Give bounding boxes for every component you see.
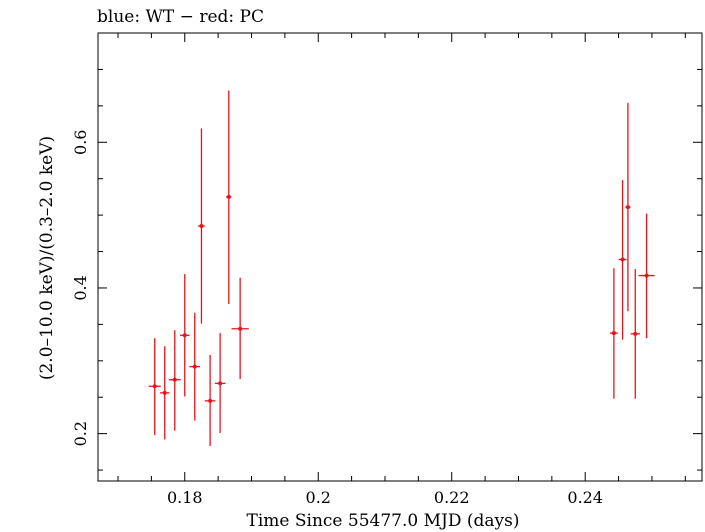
data-point: [214, 333, 226, 433]
point-marker: [644, 273, 649, 278]
y-tick-label: 0.4: [71, 275, 90, 300]
point-marker: [633, 331, 638, 336]
data-point: [630, 269, 640, 399]
x-axis-label: Time Since 55477.0 MJD (days): [247, 511, 520, 531]
plot-frame: [97, 32, 703, 482]
point-marker: [611, 331, 616, 336]
point-marker: [182, 333, 187, 338]
data-point: [204, 354, 216, 447]
x-tick-label: 0.24: [567, 488, 603, 507]
point-marker: [238, 326, 243, 331]
data-point: [625, 102, 631, 312]
data-point: [180, 274, 190, 397]
axis-ticks: 0.18 0.2 0.22 0.24 0.2 0.4 0.6: [71, 33, 702, 507]
point-marker: [172, 377, 177, 382]
point-marker: [152, 384, 157, 389]
data-point: [231, 277, 249, 380]
chart-title: blue: WT − red: PC: [97, 7, 264, 27]
data-points: [148, 90, 655, 447]
data-point: [198, 128, 205, 324]
data-point: [609, 268, 618, 399]
y-tick-label: 0.2: [71, 421, 90, 446]
data-point: [638, 213, 655, 339]
x-tick-label: 0.18: [167, 488, 203, 507]
point-marker: [199, 224, 204, 229]
point-marker: [218, 381, 223, 386]
point-marker: [620, 257, 625, 262]
y-tick-label: 0.6: [71, 130, 90, 155]
data-point: [618, 180, 627, 340]
y-axis-label: (2.0–10.0 keV)/(0.3–2.0 keV): [37, 136, 57, 380]
data-point: [168, 330, 181, 431]
point-marker: [226, 194, 231, 199]
data-point: [189, 312, 201, 421]
x-tick-label: 0.2: [306, 488, 331, 507]
data-point: [226, 90, 232, 304]
point-marker: [625, 205, 630, 210]
x-tick-label: 0.22: [434, 488, 470, 507]
point-marker: [208, 398, 213, 403]
data-point: [148, 338, 161, 436]
data-point: [160, 346, 170, 440]
point-marker: [162, 390, 167, 395]
point-marker: [192, 364, 197, 369]
